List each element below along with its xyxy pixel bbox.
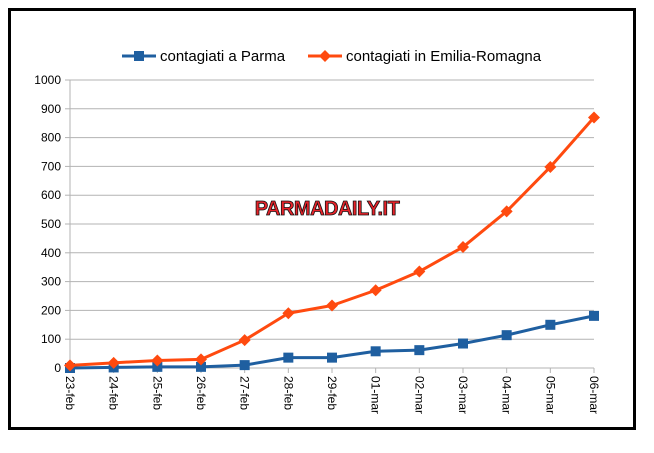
y-tick-label: 500 xyxy=(41,217,61,231)
grid-layer xyxy=(70,79,594,369)
data-point-square xyxy=(414,345,425,356)
data-point-diamond xyxy=(588,111,600,124)
x-tick-label: 03-mar xyxy=(456,376,470,414)
y-tick-label: 400 xyxy=(41,246,61,260)
legend-marker-diamond xyxy=(319,50,331,62)
data-point-square xyxy=(458,338,468,349)
x-tick-label: 23-feb xyxy=(63,376,77,410)
data-point-diamond xyxy=(151,354,164,367)
y-tick-label: 100 xyxy=(41,332,61,346)
data-point-diamond xyxy=(64,359,76,372)
data-point-square xyxy=(327,352,337,363)
data-point-diamond xyxy=(500,205,513,218)
data-point-square xyxy=(152,361,163,372)
series-line-2 xyxy=(69,116,596,367)
y-tick-label: 0 xyxy=(54,361,61,375)
data-point-diamond xyxy=(238,334,251,347)
x-tick-label: 06-mar xyxy=(587,376,601,414)
legend-label: contagiati in Emilia-Romagna xyxy=(346,48,542,65)
data-point-square xyxy=(370,346,381,357)
watermark-text: PARMADAILY.IT xyxy=(255,198,400,220)
data-point-square xyxy=(589,310,599,321)
x-tick-label: 27-feb xyxy=(238,376,252,410)
legend-label: contagiati a Parma xyxy=(160,48,286,65)
y-tick-label: 1000 xyxy=(34,73,61,87)
data-point-diamond xyxy=(457,241,469,254)
x-tick-label: 24-feb xyxy=(107,376,121,410)
data-point-diamond xyxy=(544,160,557,173)
x-tick-label: 01-mar xyxy=(369,376,383,414)
y-tick-label: 800 xyxy=(41,131,61,145)
data-point-diamond xyxy=(107,356,120,369)
data-point-square xyxy=(283,352,294,363)
data-point-diamond xyxy=(326,299,338,312)
y-tick-label: 600 xyxy=(41,188,61,202)
y-tick-label: 300 xyxy=(41,275,61,289)
data-point-square xyxy=(545,319,556,330)
x-tick-label: 05-mar xyxy=(543,376,557,414)
y-tick-label: 900 xyxy=(41,102,61,116)
data-point-diamond xyxy=(282,307,295,320)
x-tick-label: 29-feb xyxy=(325,376,339,410)
series-layer xyxy=(64,111,600,373)
data-point-square xyxy=(196,361,206,372)
data-point-square xyxy=(239,360,250,371)
x-tick-label: 26-feb xyxy=(194,376,208,410)
legend-marker-square xyxy=(134,51,144,61)
axis-layer: 0 100 200 300 400 500 600 700 800 900 1000 23-feb 24… xyxy=(34,73,601,414)
data-point-square xyxy=(501,330,512,341)
x-tick-label: 04-mar xyxy=(500,376,514,414)
legend: contagiati a Parma contagiati in Emilia-R… xyxy=(122,48,542,65)
y-tick-label: 700 xyxy=(41,159,61,173)
data-point-diamond xyxy=(195,353,207,366)
x-tick-label: 25-feb xyxy=(150,376,164,410)
data-point-diamond xyxy=(369,284,382,297)
y-tick-label: 200 xyxy=(41,303,61,317)
data-point-diamond xyxy=(413,265,426,278)
x-tick-label: 02-mar xyxy=(412,376,426,414)
x-tick-label: 28-feb xyxy=(281,376,295,410)
